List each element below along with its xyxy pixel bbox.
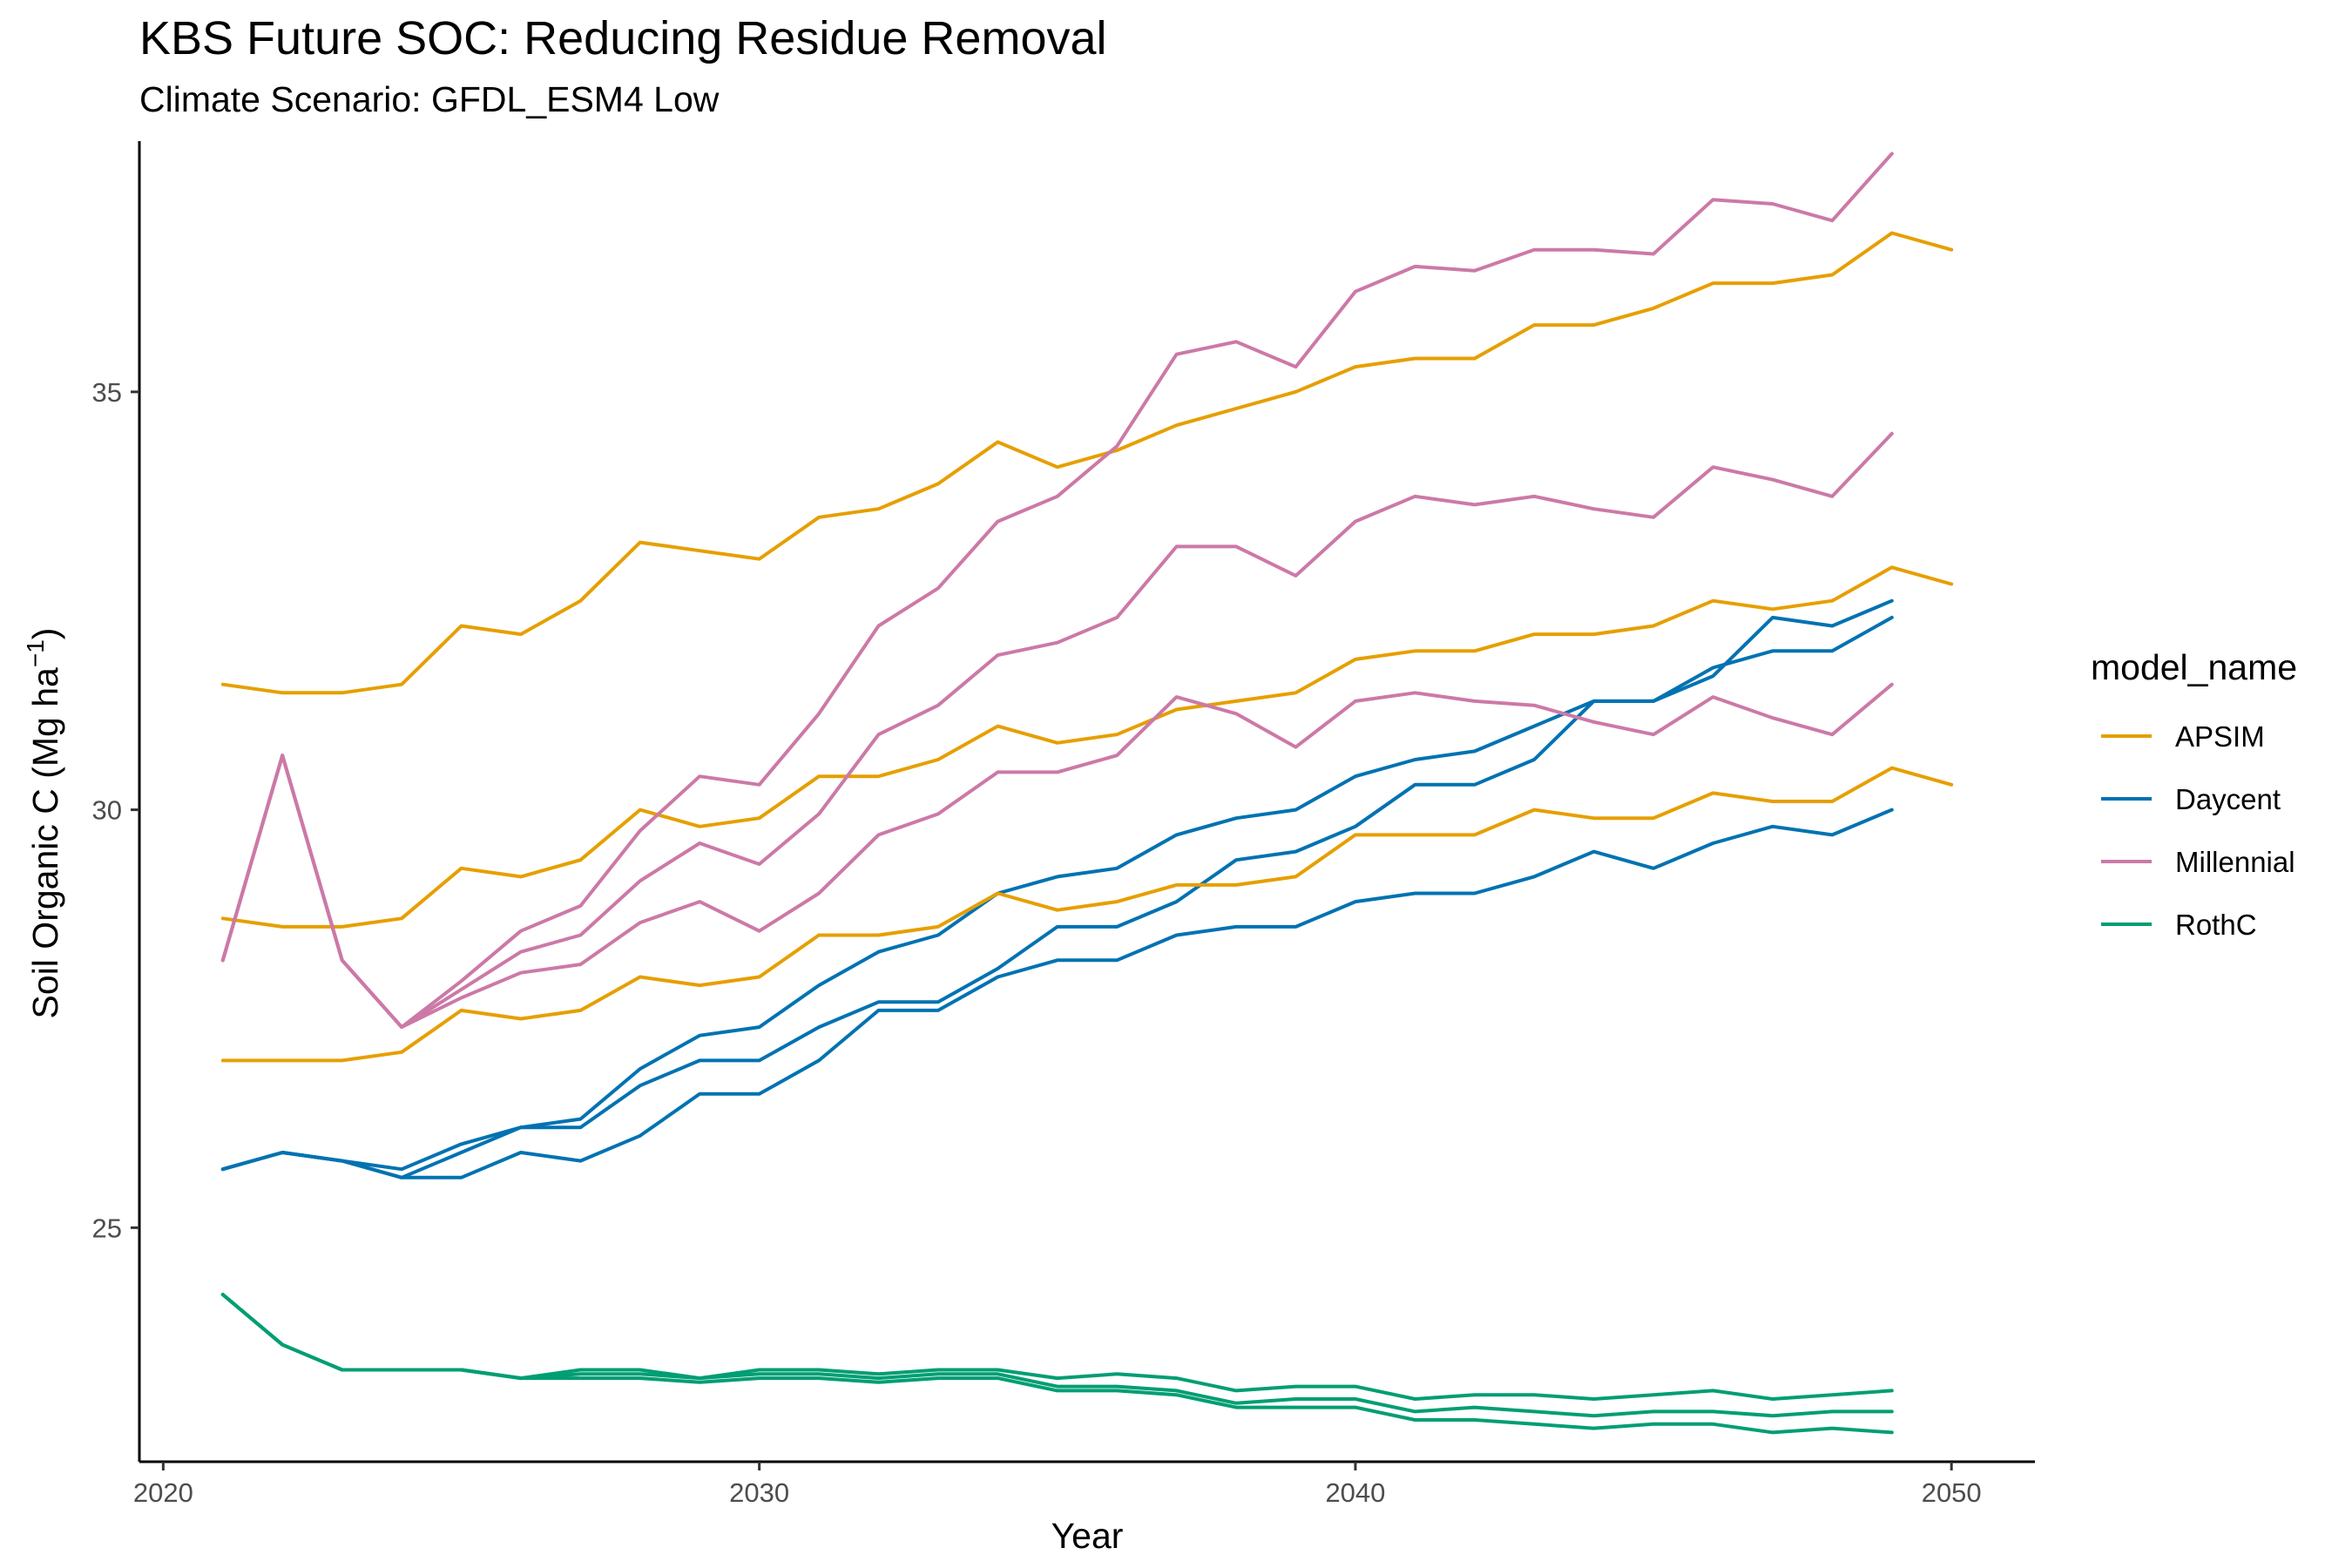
series-line-daycent-2 — [220, 615, 1894, 1179]
legend-label-millennial: Millennial — [2175, 846, 2295, 878]
chart-title: KBS Future SOC: Reducing Residue Removal — [139, 12, 1107, 64]
legend-items: APSIM Daycent Millennial RothC — [2101, 720, 2295, 941]
series-line-rothc-1 — [220, 1293, 1894, 1401]
y-axis-title-main: Soil Organic C (Mg ha — [25, 667, 65, 1019]
y-axis-title-superscript: −1 — [22, 639, 49, 667]
x-axis-ticks: 2020 2030 2040 2050 — [133, 1462, 1982, 1508]
series-line-daycent-3 — [220, 808, 1894, 1179]
legend-label-daycent: Daycent — [2175, 783, 2281, 815]
y-axis-ticks: 25 30 35 — [92, 377, 139, 1243]
x-axis-title: Year — [1051, 1516, 1124, 1556]
series-line-millennial-2 — [220, 431, 1894, 1030]
series-line-apsim-3 — [220, 766, 1954, 1063]
legend-label-rothc: RothC — [2175, 909, 2257, 941]
y-axis-title-close: ) — [25, 628, 65, 640]
y-tick-label-35: 35 — [92, 377, 122, 408]
series-line-rothc-2 — [220, 1293, 1894, 1418]
x-tick-label-2040: 2040 — [1325, 1477, 1385, 1508]
series-line-millennial-3 — [220, 682, 1894, 1030]
series-line-apsim-1 — [220, 231, 1954, 695]
y-axis-title: Soil Organic C (Mg ha−1) — [22, 628, 65, 1019]
series-line-millennial-1 — [220, 152, 1894, 1030]
series-line-rothc-3 — [220, 1293, 1894, 1435]
x-tick-label-2050: 2050 — [1922, 1477, 1982, 1508]
legend: model_name APSIM Daycent Millennial RothC — [2091, 647, 2297, 941]
chart-subtitle: Climate Scenario: GFDL_ESM4 Low — [139, 79, 720, 119]
legend-label-apsim: APSIM — [2175, 720, 2265, 753]
y-tick-label-30: 30 — [92, 795, 122, 826]
series-line-apsim-2 — [220, 565, 1954, 929]
x-tick-label-2030: 2030 — [729, 1477, 789, 1508]
series-line-daycent-1 — [220, 598, 1894, 1172]
y-tick-label-25: 25 — [92, 1213, 122, 1243]
x-tick-label-2020: 2020 — [133, 1477, 193, 1508]
series-layer — [220, 152, 1954, 1435]
legend-title: model_name — [2091, 647, 2297, 687]
